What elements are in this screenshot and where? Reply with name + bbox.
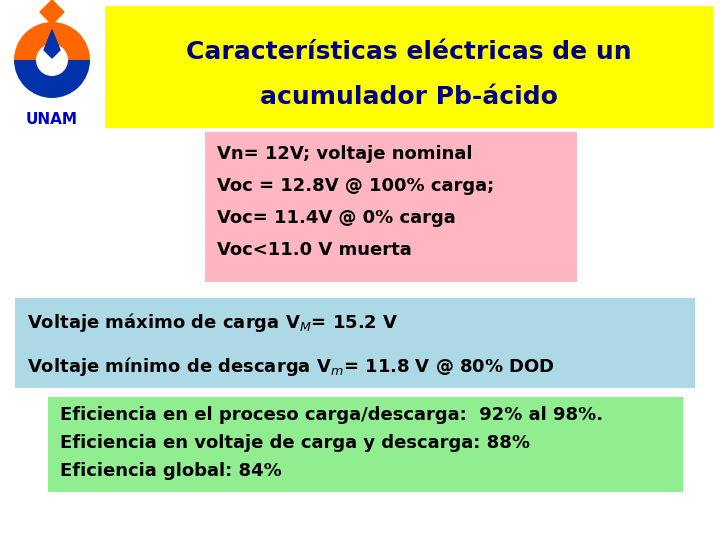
Circle shape — [36, 44, 68, 76]
Text: Voc= 11.4V @ 0% carga: Voc= 11.4V @ 0% carga — [217, 209, 456, 227]
FancyBboxPatch shape — [105, 6, 713, 128]
Text: Voc = 12.8V @ 100% carga;: Voc = 12.8V @ 100% carga; — [217, 177, 494, 195]
FancyBboxPatch shape — [205, 132, 577, 282]
Text: Voc<11.0 V muerta: Voc<11.0 V muerta — [217, 241, 412, 259]
Text: Voltaje máximo de carga V$_M$= 15.2 V: Voltaje máximo de carga V$_M$= 15.2 V — [27, 312, 398, 334]
Text: Características eléctricas de un: Características eléctricas de un — [186, 40, 632, 64]
Polygon shape — [22, 0, 81, 56]
Text: Voltaje mínimo de descarga V$_m$= 11.8 V @ 80% DOD: Voltaje mínimo de descarga V$_m$= 11.8 V… — [27, 354, 555, 377]
Text: UNAM: UNAM — [26, 112, 78, 127]
Text: Vn= 12V; voltaje nominal: Vn= 12V; voltaje nominal — [217, 145, 472, 163]
Polygon shape — [44, 30, 60, 58]
FancyBboxPatch shape — [15, 298, 695, 388]
Text: acumulador Pb-ácido: acumulador Pb-ácido — [260, 85, 558, 109]
FancyBboxPatch shape — [48, 397, 683, 492]
Text: Eficiencia global: 84%: Eficiencia global: 84% — [60, 462, 282, 480]
Text: Eficiencia en el proceso carga/descarga:  92% al 98%.: Eficiencia en el proceso carga/descarga:… — [60, 406, 603, 424]
Wedge shape — [14, 60, 90, 98]
Text: Eficiencia en voltaje de carga y descarga: 88%: Eficiencia en voltaje de carga y descarg… — [60, 434, 530, 452]
Wedge shape — [14, 22, 90, 60]
